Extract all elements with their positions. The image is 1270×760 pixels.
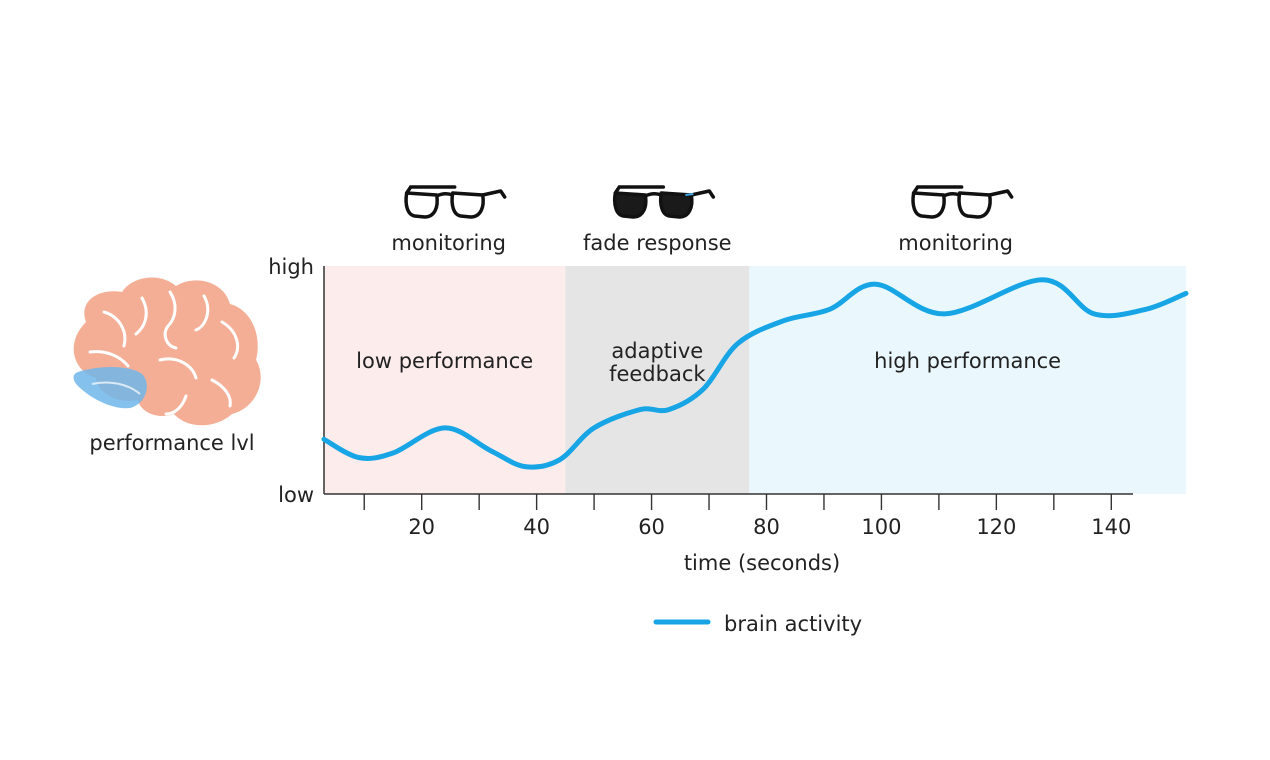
x-tick-label-140: 140 [1091,515,1131,539]
y-tick-label-high: high [268,255,314,279]
phase-region-3 [749,266,1186,494]
axes [323,266,1133,495]
phase-region-label-high-performance: high performance [874,349,1061,373]
phase-top-label-3: monitoring [898,231,1013,255]
series-layer [321,277,1189,470]
x-tick-label-100: 100 [861,515,901,539]
x-tick-label-20: 20 [408,515,435,539]
legend: brain activity [653,612,862,636]
phase-labels: low performance adaptive feedback high perf… [356,339,1061,386]
x-tick-label-60: 60 [638,515,665,539]
x-tick-labels: 20 40 60 80 100 120 140 [408,515,1131,539]
x-ticks [363,494,1112,510]
phase-region-label-adaptive-feedback: adaptive feedback [609,339,706,386]
legend-label-brain-activity: brain activity [724,612,862,636]
phase-region-label-low-performance: low performance [356,349,533,373]
phase-regions [324,266,1186,494]
clear-glasses-icon [911,185,1014,219]
brain-folds [88,290,239,416]
phase-region-2 [565,266,750,494]
y-tick-labels: high low [268,255,314,507]
phase-top-label-2: fade response [583,231,732,255]
brain-icon [73,277,261,426]
y-axis-label: performance lvl [89,431,254,455]
phase-top-labels: monitoring fade response monitoring [391,185,1014,255]
y-tick-label-low: low [278,483,314,507]
clear-glasses-icon [404,185,507,219]
brain-highlight [73,367,147,409]
x-tick-label-80: 80 [753,515,780,539]
x-tick-label-120: 120 [976,515,1016,539]
x-tick-label-40: 40 [523,515,550,539]
series-line-brain-activity [321,277,1189,470]
x-axis-label: time (seconds) [684,551,840,575]
tinted-glasses-icon [612,185,716,219]
phase-top-label-1: monitoring [391,231,506,255]
